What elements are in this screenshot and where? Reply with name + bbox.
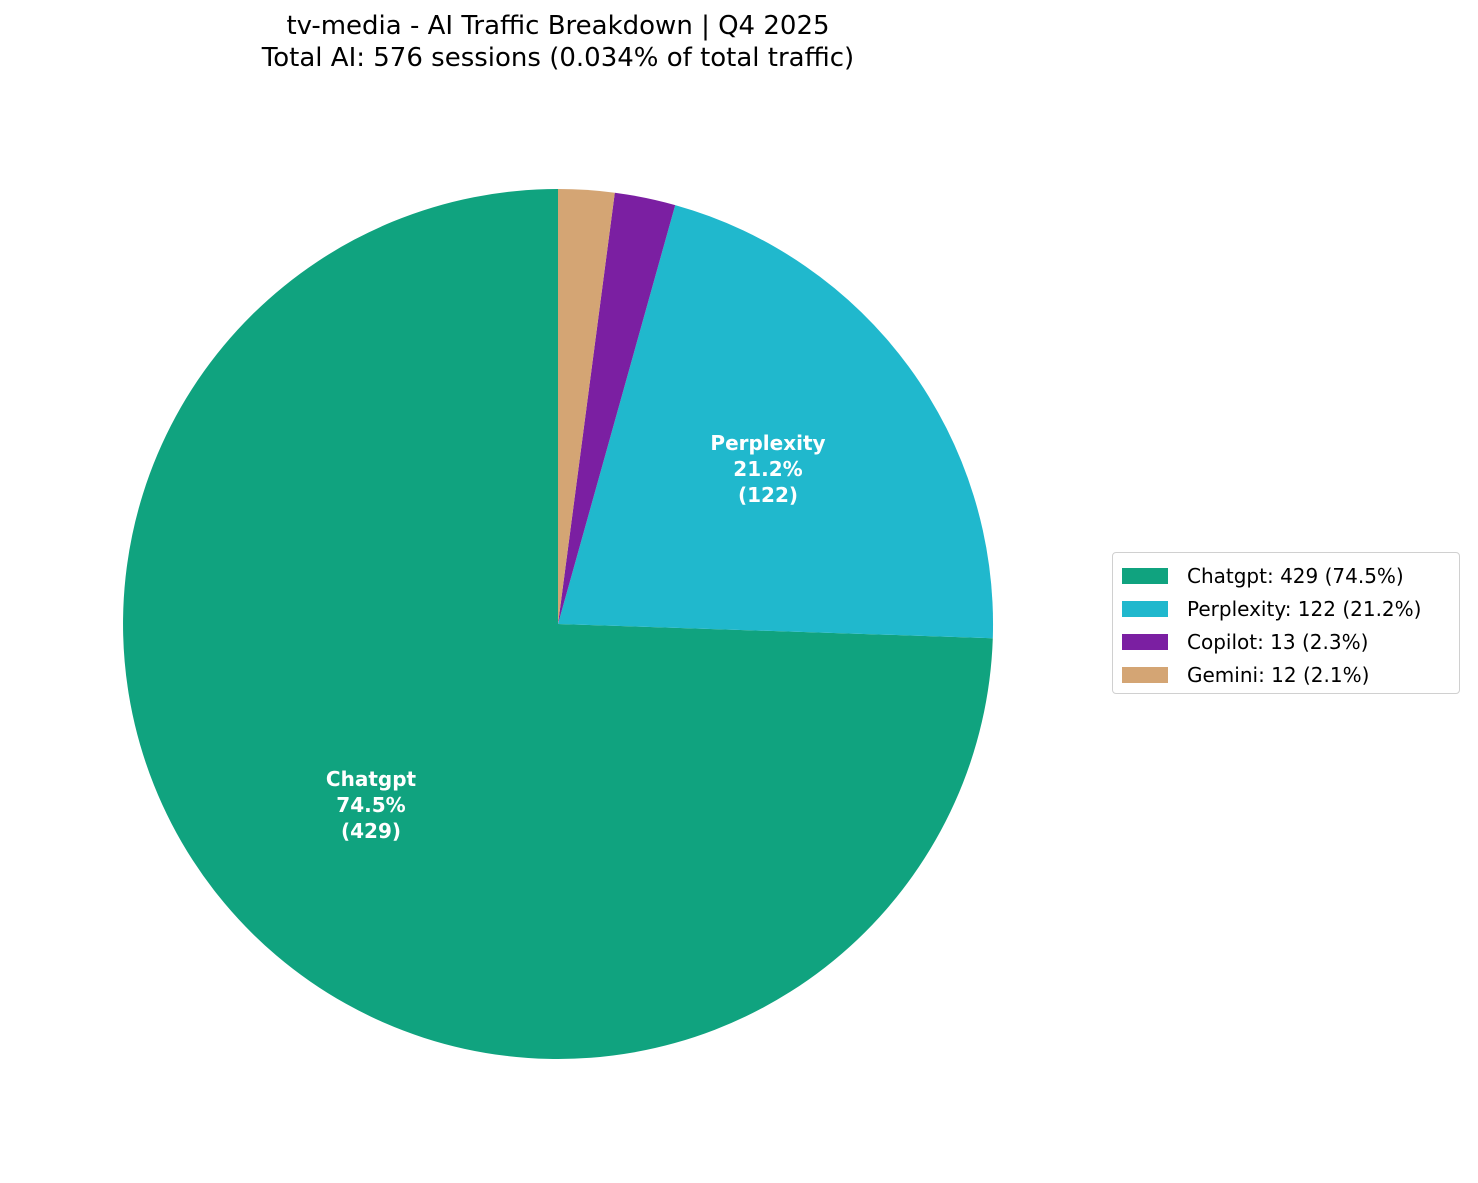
pie-slice-gemini [558,188,615,625]
legend-swatch [1122,633,1168,650]
legend-swatch [1122,666,1168,683]
pie-slice-copilot [558,192,676,624]
legend-label: Perplexity: 122 (21.2%) [1187,596,1422,621]
legend-item-copilot: Copilot: 13 (2.3%) [1122,625,1459,658]
legend-label: Chatgpt: 429 (74.5%) [1187,563,1404,588]
slice-label-count: (429) [340,819,402,843]
slice-label-name: Chatgpt [325,767,417,791]
legend-label: Copilot: 13 (2.3%) [1187,629,1369,654]
slice-label-name: Perplexity [710,431,826,455]
slice-label-count: (122) [737,483,799,507]
legend-item-perplexity: Perplexity: 122 (21.2%) [1122,592,1459,625]
pie-slice-chatgpt [123,189,993,1059]
legend: Chatgpt: 429 (74.5%) Perplexity: 122 (21… [1112,552,1460,694]
slice-label-pct: 21.2% [733,457,803,481]
legend-item-chatgpt: Chatgpt: 429 (74.5%) [1122,559,1459,592]
slice-label-pct: 74.5% [336,793,406,817]
pie-slice-perplexity [558,205,994,639]
slice-label-perplexity: Perplexity 21.2% (122) [710,430,825,508]
legend-swatch [1122,567,1168,584]
legend-swatch [1122,600,1168,617]
chart-title: tv-media - AI Traffic Breakdown | Q4 202… [0,10,1116,74]
legend-label: Gemini: 12 (2.1%) [1187,662,1370,687]
slice-label-chatgpt: Chatgpt 74.5% (429) [326,766,416,844]
chart-subtitle: Total AI: 576 sessions (0.034% of total … [261,43,855,73]
legend-item-gemini: Gemini: 12 (2.1%) [1122,658,1459,691]
chart-title-line1: tv-media - AI Traffic Breakdown | Q4 202… [286,11,830,41]
